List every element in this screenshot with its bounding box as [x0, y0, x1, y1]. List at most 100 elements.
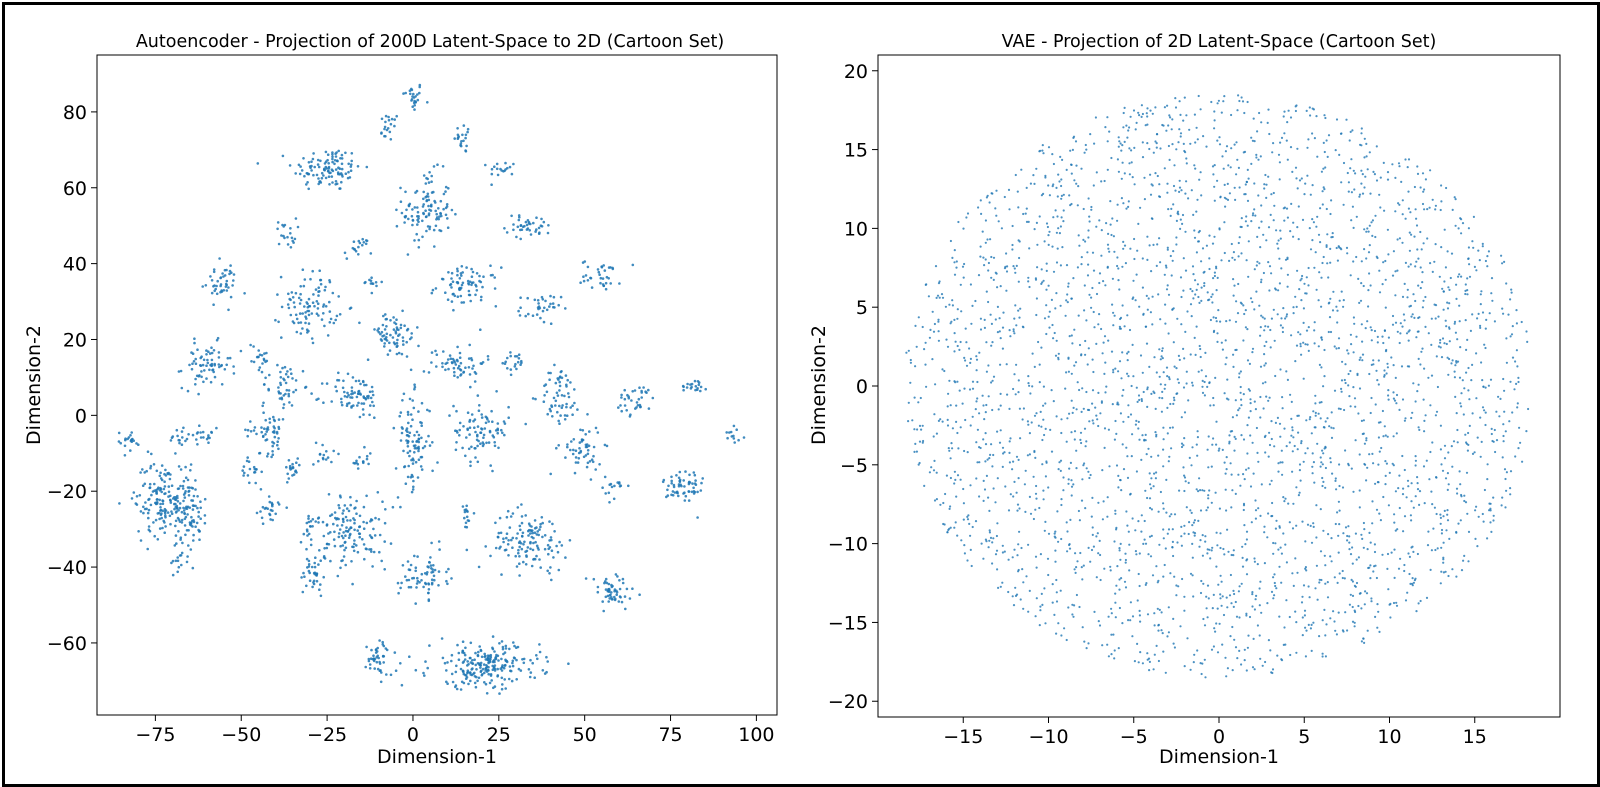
data-point — [1423, 367, 1426, 370]
data-point — [1135, 553, 1138, 556]
data-point — [549, 371, 552, 375]
data-point — [190, 367, 194, 371]
data-point — [944, 492, 947, 496]
data-point — [1279, 229, 1282, 232]
data-point — [449, 282, 453, 286]
data-point — [1216, 607, 1219, 610]
data-point — [500, 266, 503, 269]
data-point — [1476, 545, 1479, 548]
data-point — [1337, 245, 1340, 248]
data-point — [529, 547, 532, 551]
data-point — [456, 295, 460, 299]
data-point — [1509, 470, 1513, 473]
data-point — [483, 652, 487, 656]
data-point — [441, 362, 444, 365]
data-point — [458, 286, 462, 290]
data-point — [1306, 174, 1309, 177]
data-point — [665, 495, 668, 499]
data-point — [1256, 451, 1259, 454]
data-point — [1140, 398, 1143, 401]
data-point — [563, 414, 567, 417]
data-point — [915, 345, 918, 348]
data-point — [602, 609, 605, 613]
data-point — [1304, 626, 1307, 629]
data-point — [689, 383, 692, 386]
data-point — [159, 506, 162, 509]
data-point — [933, 322, 937, 326]
data-point — [996, 286, 999, 289]
data-point — [277, 503, 281, 506]
data-point — [327, 175, 331, 178]
data-point — [557, 378, 560, 381]
data-point — [1419, 286, 1422, 290]
data-point — [346, 176, 350, 180]
data-point — [1201, 379, 1204, 382]
data-point — [989, 313, 992, 316]
data-point — [424, 660, 427, 663]
data-point — [1213, 627, 1216, 630]
data-point — [356, 165, 360, 168]
data-point — [1492, 496, 1495, 499]
data-point — [463, 510, 467, 514]
data-point — [1384, 474, 1387, 477]
data-point — [486, 418, 489, 421]
data-point — [1240, 217, 1243, 220]
data-point — [457, 658, 461, 661]
data-point — [1439, 338, 1442, 342]
data-point — [344, 172, 348, 175]
data-point — [1442, 556, 1445, 559]
data-point — [225, 279, 229, 283]
data-point — [1206, 584, 1210, 587]
data-point — [290, 236, 294, 240]
data-point — [992, 453, 995, 457]
data-point — [292, 301, 296, 304]
data-point — [1054, 307, 1057, 310]
data-point — [318, 180, 322, 183]
data-point — [1077, 314, 1080, 317]
data-point — [396, 496, 400, 499]
data-point — [333, 162, 336, 166]
data-point — [1420, 248, 1423, 251]
data-point — [1265, 196, 1268, 199]
data-point — [523, 224, 526, 228]
data-point — [383, 540, 387, 543]
data-point — [1132, 375, 1135, 378]
data-point — [1189, 572, 1193, 575]
data-point — [299, 292, 302, 296]
data-point — [395, 318, 398, 322]
data-point — [147, 508, 151, 512]
data-point — [939, 503, 942, 506]
data-point — [1249, 297, 1253, 300]
data-point — [610, 485, 614, 489]
data-point — [1347, 190, 1350, 193]
data-point — [1069, 461, 1072, 464]
data-point — [378, 669, 382, 672]
data-point — [938, 280, 941, 283]
data-point — [519, 363, 522, 367]
data-point — [1255, 426, 1258, 430]
data-point — [1020, 168, 1023, 171]
data-point — [1193, 519, 1196, 522]
data-point — [444, 190, 447, 193]
data-point — [1314, 414, 1317, 417]
data-point — [1426, 544, 1430, 547]
data-point — [1473, 265, 1476, 268]
data-point — [537, 302, 540, 305]
data-point — [1239, 484, 1242, 487]
data-point — [277, 425, 281, 429]
data-point — [469, 679, 472, 683]
data-point — [419, 455, 423, 459]
data-point — [978, 495, 981, 498]
data-point — [1384, 259, 1387, 263]
data-point — [1502, 434, 1505, 438]
data-point — [409, 92, 412, 96]
data-point — [1225, 675, 1228, 678]
data-point — [1352, 386, 1355, 389]
data-point — [358, 415, 362, 419]
data-point — [466, 664, 469, 667]
data-point — [369, 282, 373, 285]
data-point — [1021, 418, 1024, 421]
data-point — [397, 591, 400, 595]
data-point — [416, 576, 419, 580]
data-point — [1234, 600, 1237, 604]
